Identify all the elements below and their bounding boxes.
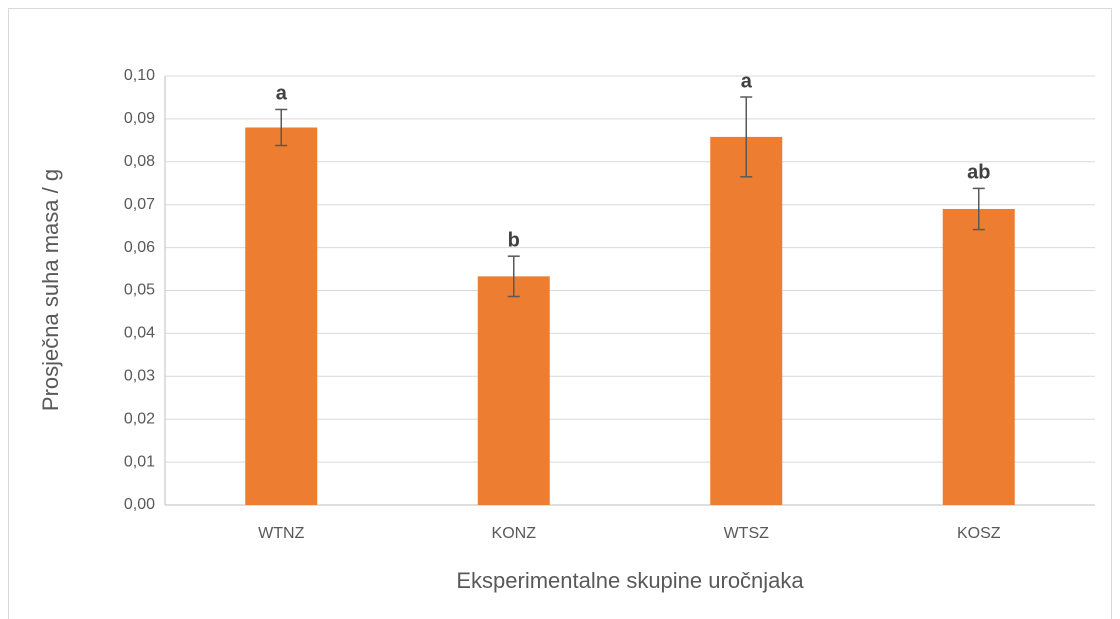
y-tick-label: 0,08 (124, 153, 155, 170)
bar (710, 136, 783, 505)
annotation: ab (967, 162, 990, 184)
annotation: b (508, 229, 520, 251)
y-tick-label: 0,01 (124, 453, 155, 470)
x-tick-label: KONZ (492, 525, 537, 542)
y-tick-label: 0,04 (124, 325, 155, 342)
bar (477, 276, 550, 505)
annotation: a (276, 83, 288, 105)
y-axis-title: Prosječna suha masa / g (38, 169, 63, 411)
y-tick-label: 0,03 (124, 368, 155, 385)
y-tick-label: 0,05 (124, 282, 155, 299)
y-tick-label: 0,09 (124, 110, 155, 127)
x-tick-label: KOSZ (957, 525, 1001, 542)
chart-border (8, 8, 1112, 619)
bar (942, 208, 1015, 506)
y-tick-label: 0,07 (124, 196, 155, 213)
x-tick-label: WTNZ (258, 525, 304, 542)
y-tick-label: 0,06 (124, 239, 155, 256)
y-tick-label: 0,02 (124, 410, 155, 427)
annotation: a (741, 70, 753, 92)
x-axis-title: Eksperimentalne skupine uročnjaka (456, 568, 804, 593)
y-tick-label: 0,10 (124, 67, 155, 84)
x-tick-label: WTSZ (724, 525, 770, 542)
bar (245, 127, 318, 505)
y-tick-label: 0,00 (124, 496, 155, 513)
